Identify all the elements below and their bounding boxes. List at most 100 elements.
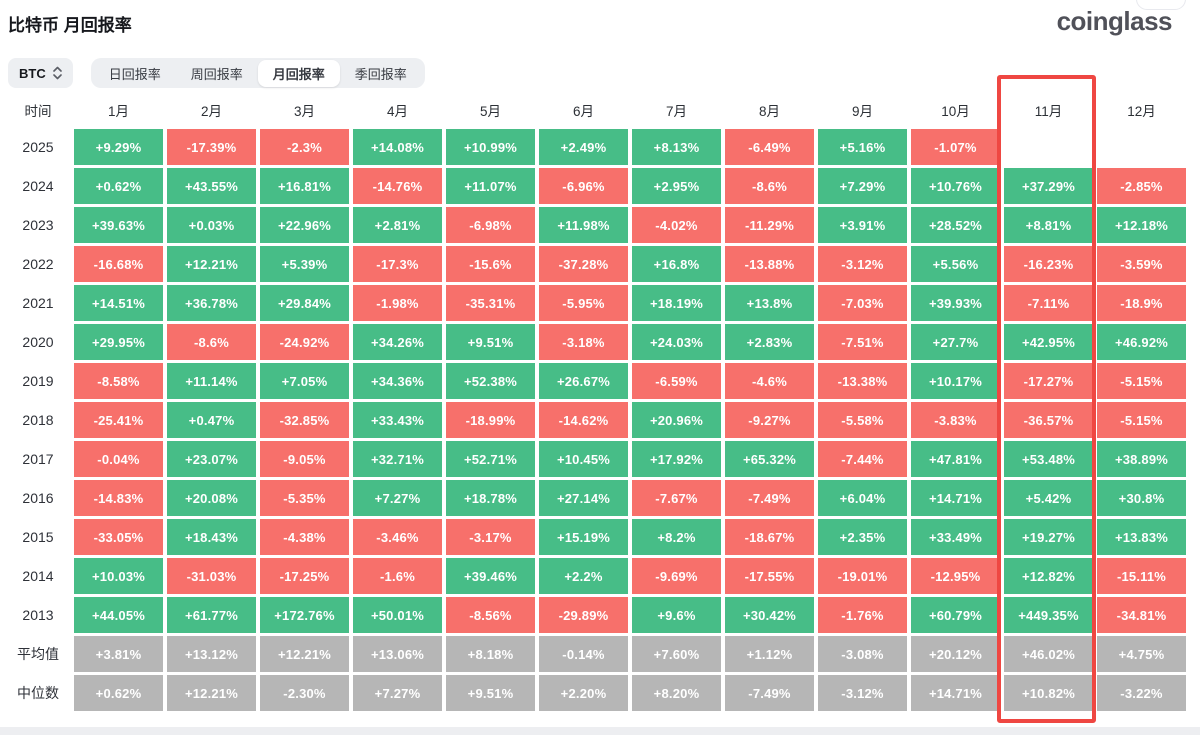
month-header: 12月 (1127, 104, 1156, 119)
return-cell: -17.25% (260, 558, 349, 594)
return-cell: +9.51% (446, 675, 535, 711)
return-cell: +7.29% (818, 168, 907, 204)
return-cell: +17.92% (632, 441, 721, 477)
return-cell: -9.05% (260, 441, 349, 477)
return-cell: +11.14% (167, 363, 256, 399)
return-cell: +7.27% (353, 480, 442, 516)
return-cell: -17.55% (725, 558, 814, 594)
return-cell: +13.8% (725, 285, 814, 321)
return-cell: -8.58% (74, 363, 163, 399)
return-cell: +11.98% (539, 207, 628, 243)
return-cell: -3.12% (818, 675, 907, 711)
row-label: 2016 (22, 490, 54, 506)
return-cell: +24.03% (632, 324, 721, 360)
tab-月回报率[interactable]: 月回报率 (257, 59, 340, 87)
return-cell: +8.20% (632, 675, 721, 711)
month-header: 11月 (1034, 104, 1063, 119)
coin-selector-label: BTC (19, 65, 46, 81)
return-cell: +5.42% (1004, 480, 1093, 516)
return-cell: +14.71% (911, 480, 1000, 516)
return-cell: +3.91% (818, 207, 907, 243)
return-cell: +32.71% (353, 441, 442, 477)
return-cell: +14.08% (353, 129, 442, 165)
table-row: 中位数 +0.62% +12.21% -2.30% +7.27% +9.51% +2.20%… (6, 675, 1194, 711)
month-header: 3月 (293, 104, 315, 119)
month-header: 7月 (665, 104, 687, 119)
return-cell: -6.49% (725, 129, 814, 165)
return-cell: -5.58% (818, 402, 907, 438)
table-row: 2016 -14.83% +20.08% -5.35% +7.27% +18.78% +27… (6, 480, 1194, 516)
return-cell: +46.02% (1004, 636, 1093, 672)
return-cell: +60.79% (911, 597, 1000, 633)
return-cell: +61.77% (167, 597, 256, 633)
return-cell: -19.01% (818, 558, 907, 594)
return-cell: -1.76% (818, 597, 907, 633)
table-row: 2025 +9.29% -17.39% -2.3% +14.08% +10.99% +2.4… (6, 129, 1194, 165)
return-cell: -4.02% (632, 207, 721, 243)
return-cell: +8.13% (632, 129, 721, 165)
return-cell: +3.81% (74, 636, 163, 672)
return-cell: +65.32% (725, 441, 814, 477)
return-cell: +30.8% (1097, 480, 1186, 516)
return-cell: +5.56% (911, 246, 1000, 282)
return-cell: -13.88% (725, 246, 814, 282)
return-cell: -14.76% (353, 168, 442, 204)
return-cell: +0.03% (167, 207, 256, 243)
return-cell: -3.22% (1097, 675, 1186, 711)
return-cell: +46.92% (1097, 324, 1186, 360)
page-title: 比特币 月回报率 (8, 16, 132, 35)
return-cell: +8.18% (446, 636, 535, 672)
return-cell: -2.30% (260, 675, 349, 711)
return-cell: +16.8% (632, 246, 721, 282)
return-cell: +20.12% (911, 636, 1000, 672)
return-cell: +43.55% (167, 168, 256, 204)
month-header: 10月 (941, 104, 970, 119)
table-row: 2024 +0.62% +43.55% +16.81% -14.76% +11.07% -6… (6, 168, 1194, 204)
return-cell: -33.05% (74, 519, 163, 555)
table-row: 平均值 +3.81% +13.12% +12.21% +13.06% +8.18% -0.1… (6, 636, 1194, 672)
return-cell: +30.42% (725, 597, 814, 633)
return-cell: -2.85% (1097, 168, 1186, 204)
return-cell: -6.59% (632, 363, 721, 399)
row-label: 2017 (22, 451, 54, 467)
month-header: 2月 (200, 104, 222, 119)
return-cell: +2.2% (539, 558, 628, 594)
month-header: 6月 (572, 104, 594, 119)
return-cell: +13.12% (167, 636, 256, 672)
tab-周回报率[interactable]: 周回报率 (190, 66, 243, 82)
return-cell: -0.04% (74, 441, 163, 477)
return-cell: +39.93% (911, 285, 1000, 321)
return-cell: +10.82% (1004, 675, 1093, 711)
table-row: 2017 -0.04% +23.07% -9.05% +32.71% +52.71% +10… (6, 441, 1194, 477)
return-cell: +22.96% (260, 207, 349, 243)
return-cell: -5.15% (1097, 363, 1186, 399)
return-cell: +10.99% (446, 129, 535, 165)
coin-selector[interactable]: BTC (8, 58, 73, 88)
return-cell: -16.23% (1004, 246, 1093, 282)
return-cell: -18.99% (446, 402, 535, 438)
return-cell: -16.68% (74, 246, 163, 282)
return-cell: +38.89% (1097, 441, 1186, 477)
tab-季回报率[interactable]: 季回报率 (354, 66, 407, 82)
row-label: 2020 (22, 334, 54, 350)
row-label: 2021 (22, 295, 54, 311)
table-row: 2022 -16.68% +12.21% +5.39% -17.3% -15.6% -37.… (6, 246, 1194, 282)
return-cell: -14.62% (539, 402, 628, 438)
return-cell: +4.75% (1097, 636, 1186, 672)
tab-日回报率[interactable]: 日回报率 (108, 66, 161, 82)
return-cell: +10.45% (539, 441, 628, 477)
row-label: 2025 (22, 139, 54, 155)
row-label: 2018 (22, 412, 54, 428)
return-cell: +42.95% (1004, 324, 1093, 360)
return-cell: -1.07% (911, 129, 1000, 165)
return-cell: -6.96% (539, 168, 628, 204)
return-cell: -3.12% (818, 246, 907, 282)
return-cell: +0.62% (74, 675, 163, 711)
return-cell: +2.81% (353, 207, 442, 243)
return-cell: -7.03% (818, 285, 907, 321)
return-cell: +12.21% (167, 675, 256, 711)
return-cell: -5.15% (1097, 402, 1186, 438)
return-cell: -14.83% (74, 480, 163, 516)
return-cell: +2.83% (725, 324, 814, 360)
